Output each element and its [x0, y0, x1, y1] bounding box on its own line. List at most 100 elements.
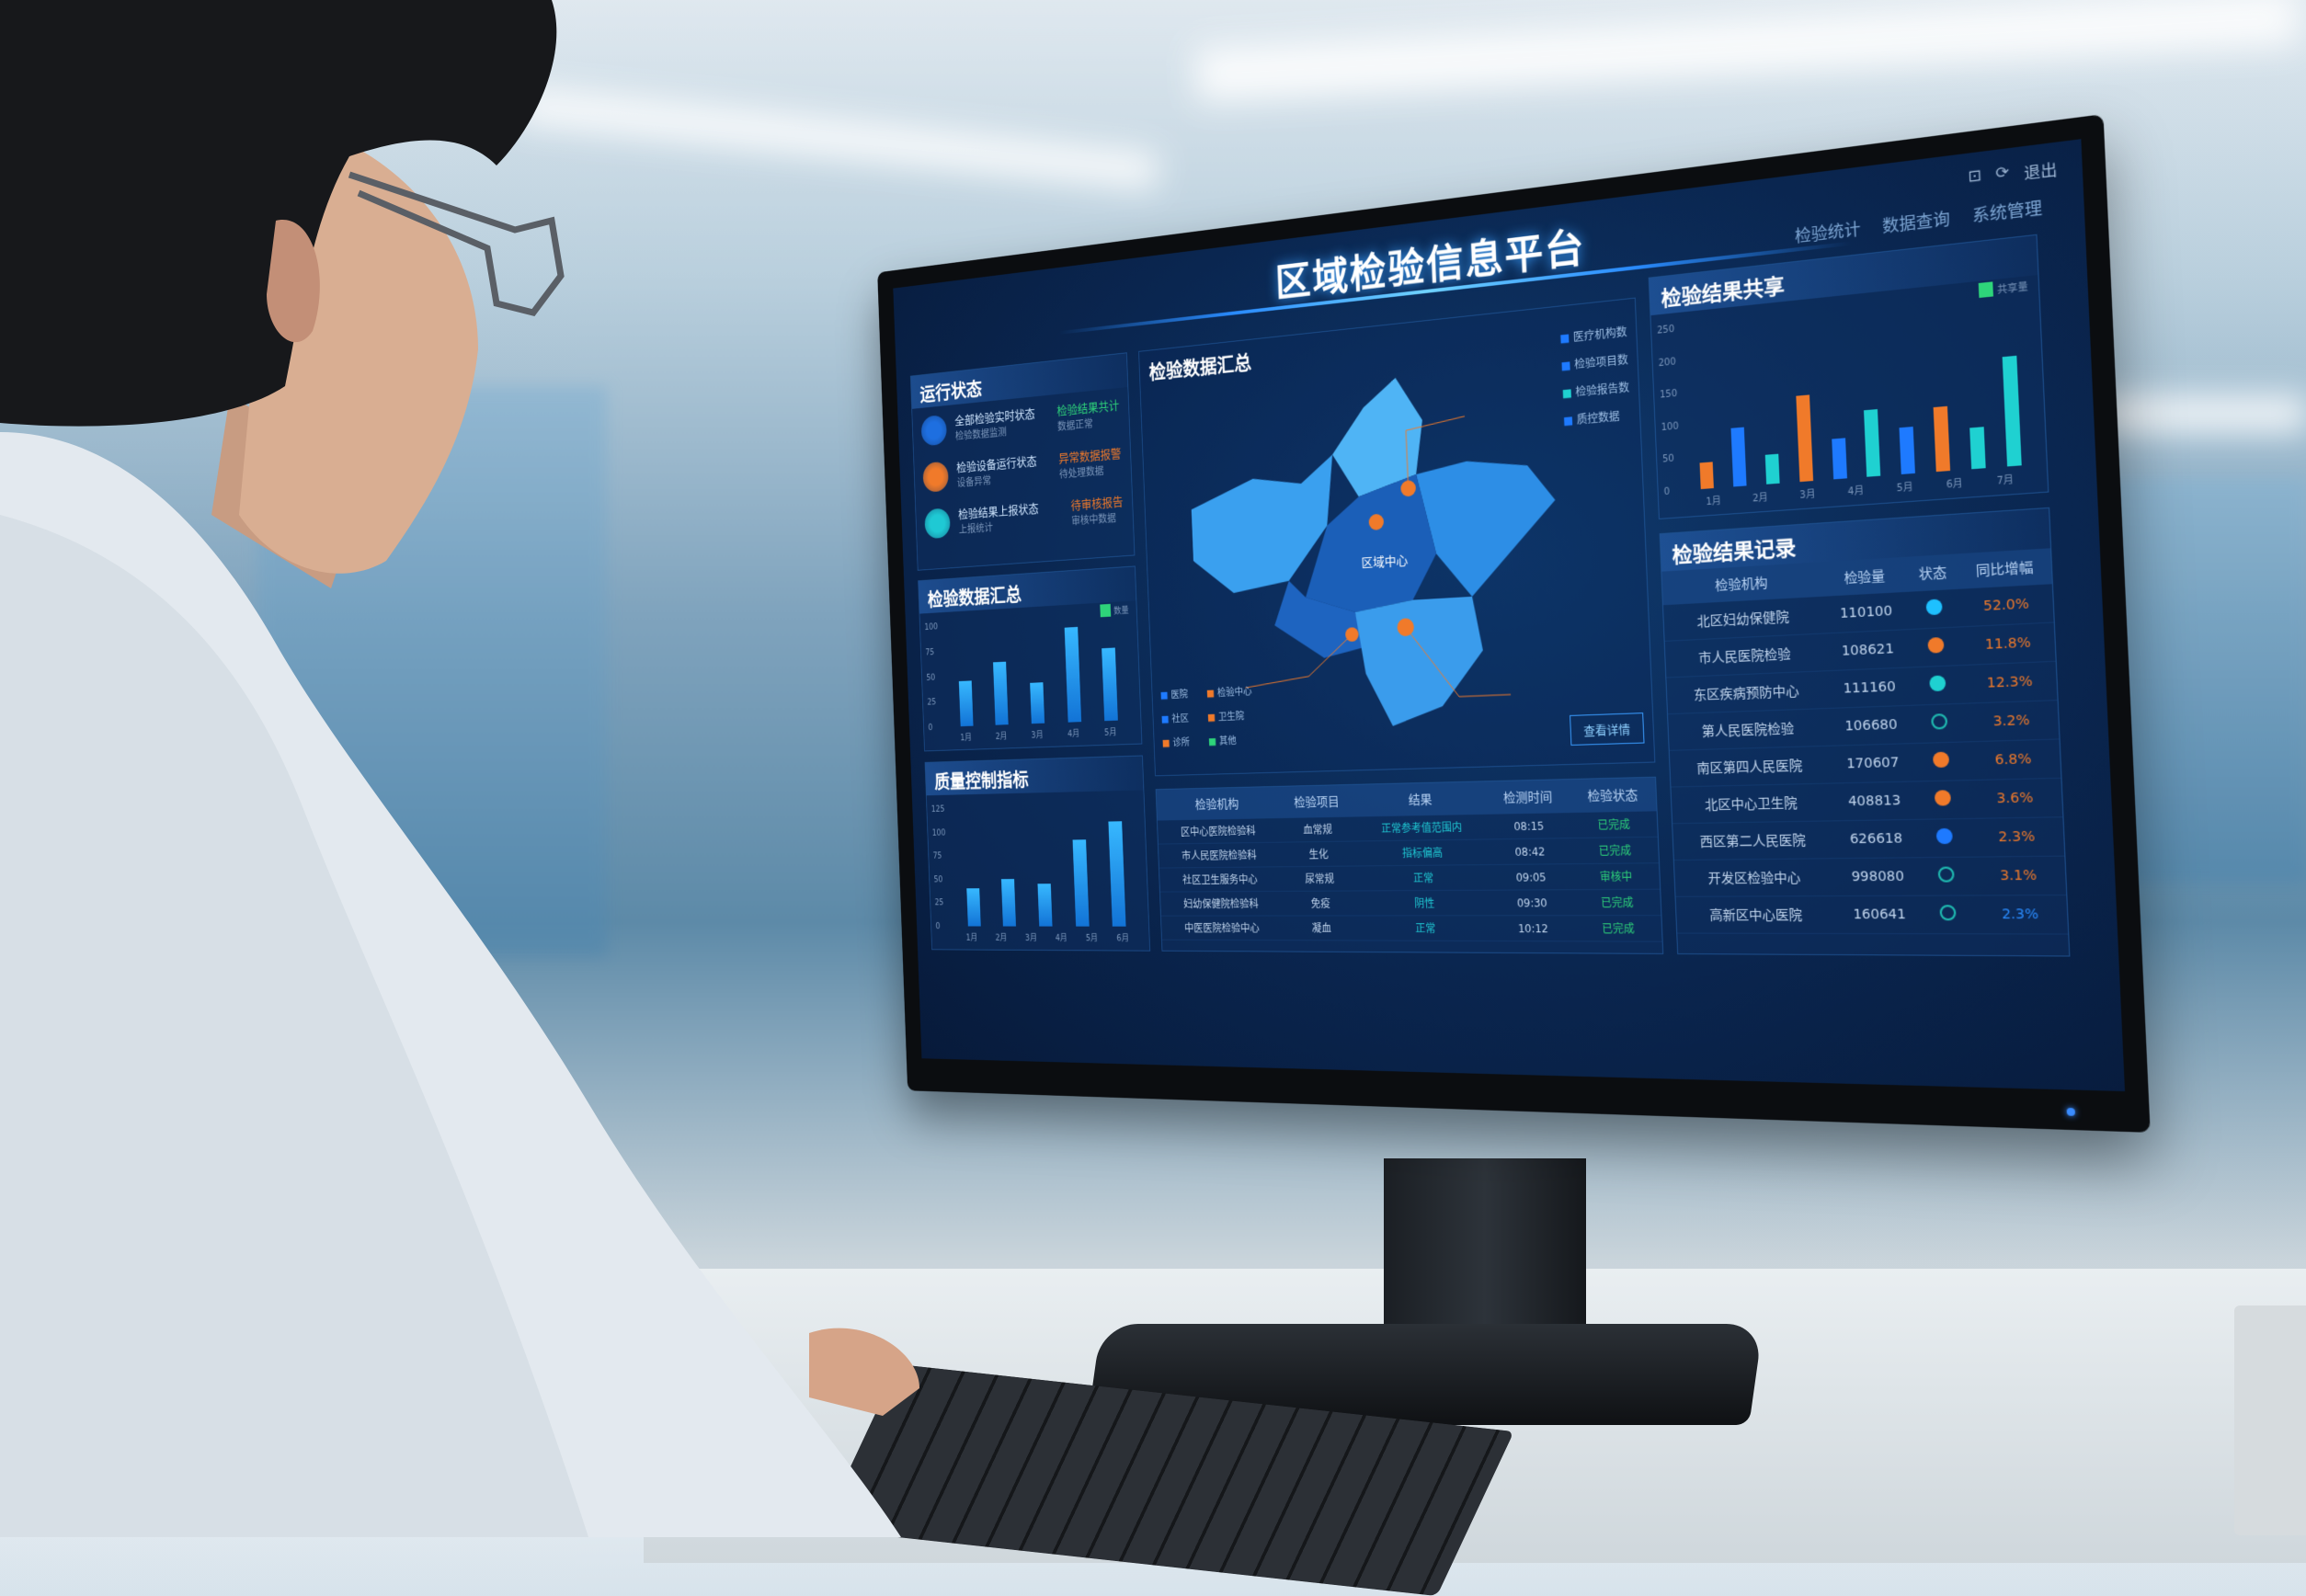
table-row[interactable]: 高新区中心医院 160641 2.3% — [1675, 895, 2069, 935]
column-header[interactable]: 检验量 — [1821, 556, 1909, 597]
map-region-west — [1189, 454, 1338, 596]
status-value-sub: 审核中数据 — [1071, 511, 1117, 528]
record-status — [1921, 895, 1975, 934]
record-delta: 2.3% — [1972, 895, 2069, 935]
inspection-table: 检验机构 检验项目 结果 检测时间 检验状态 区中心医院检验科 血常规 正常参考值范围内 08:… — [1156, 777, 1662, 942]
bar[interactable] — [1796, 394, 1813, 483]
map-center-label: 区域中心 — [1361, 553, 1409, 571]
status-dot-icon — [1927, 636, 1945, 654]
record-name: 开发区检验中心 — [1673, 858, 1836, 897]
table-cell: 阴性 — [1359, 890, 1491, 916]
y-tick-label: 50 — [1661, 453, 1675, 466]
bar[interactable] — [1037, 883, 1053, 927]
column-header[interactable]: 检测时间 — [1485, 780, 1570, 815]
table-cell: 08:42 — [1488, 838, 1573, 865]
bar[interactable] — [1030, 682, 1045, 724]
x-tick-label: 5月 — [1103, 727, 1117, 738]
table-cell: 正常 — [1360, 915, 1492, 941]
bar[interactable] — [1864, 408, 1881, 477]
table-cell: 已完成 — [1573, 889, 1661, 916]
dashboard-screen: 区域检验信息平台 ⊡ ⟳ 退出 检验统计 数据查询 系统管理 运行状态 全部检验… — [893, 139, 2126, 1092]
x-tick-label: 6月 — [1946, 478, 1964, 491]
y-tick-label: 250 — [1656, 324, 1675, 336]
record-count: 170607 — [1829, 743, 1917, 784]
table-cell: 市人民医院检验科 — [1158, 842, 1281, 869]
table-row[interactable]: 西区第二人民医院 626618 2.3% — [1672, 816, 2065, 861]
map-region-east — [1415, 453, 1559, 600]
map-region-center — [1301, 473, 1439, 615]
bar[interactable] — [1831, 438, 1847, 480]
status-dot-icon — [1925, 598, 1943, 616]
record-name: 高新区中心医院 — [1675, 895, 1838, 934]
records-panel: 检验结果记录 检验机构 检验量 状态 同比增幅 北区妇幼保健院 110100 52.0% 市人… — [1659, 507, 2071, 957]
status-dot-icon — [1932, 751, 1950, 769]
refresh-icon[interactable]: ⟳ — [1994, 162, 2010, 183]
column-header[interactable]: 检验状态 — [1569, 777, 1657, 814]
view-details-button[interactable]: 查看详情 — [1570, 712, 1645, 746]
table-cell: 社区卫生服务中心 — [1159, 866, 1282, 893]
record-status — [1914, 741, 1969, 781]
table-cell: 正常参考值范围内 — [1355, 814, 1489, 841]
record-delta: 52.0% — [1958, 584, 2054, 627]
table-cell: 中医医院检验中心 — [1160, 916, 1284, 940]
chart-legend: 数量 — [1100, 602, 1129, 618]
bar[interactable] — [1899, 426, 1916, 474]
table-row[interactable]: 中医医院检验中心 凝血 正常 10:12 已完成 — [1160, 915, 1662, 942]
chart-legend: 共享量 — [1978, 278, 2028, 299]
record-delta: 3.2% — [1964, 700, 2060, 742]
column-header[interactable]: 状态 — [1906, 553, 1959, 592]
table-cell: 凝血 — [1282, 915, 1362, 940]
record-delta: 2.3% — [1969, 816, 2065, 858]
record-status — [1910, 626, 1963, 667]
table-row[interactable]: 社区卫生服务中心 尿常规 正常 09:05 审核中 — [1159, 862, 1661, 893]
hair — [0, 0, 557, 427]
column-header[interactable]: 结果 — [1354, 781, 1488, 817]
record-status — [1908, 588, 1961, 630]
bar[interactable] — [1102, 647, 1119, 722]
table-row[interactable]: 妇幼保健院检验科 免疫 阴性 09:30 已完成 — [1159, 889, 1661, 917]
bar[interactable] — [1764, 453, 1780, 484]
bar[interactable] — [1969, 427, 1986, 470]
bar[interactable] — [1072, 839, 1090, 927]
table-cell: 妇幼保健院检验科 — [1159, 891, 1283, 917]
table-row[interactable]: 开发区检验中心 998080 3.1% — [1673, 856, 2067, 897]
x-tick-label: 5月 — [1085, 933, 1099, 944]
record-count: 110100 — [1822, 591, 1911, 634]
record-delta: 3.6% — [1968, 778, 2063, 819]
record-name: 北区中心卫生院 — [1671, 783, 1833, 824]
status-value: 检验结果共计 数据正常 — [1056, 396, 1120, 433]
record-status — [1911, 665, 1965, 706]
table-cell: 区中心医院检验科 — [1157, 818, 1280, 845]
table-cell: 09:05 — [1489, 863, 1574, 891]
map-region-north — [1330, 375, 1426, 499]
bar[interactable] — [2002, 356, 2022, 467]
logout-button[interactable]: 退出 — [2023, 160, 2058, 183]
table-cell: 免疫 — [1281, 890, 1361, 917]
bar[interactable] — [1064, 626, 1081, 723]
record-name: 东区疾病预防中心 — [1666, 670, 1828, 714]
region-map[interactable]: 区域中心 — [1141, 345, 1656, 769]
record-count: 626618 — [1832, 819, 1921, 859]
bar[interactable] — [1108, 821, 1126, 927]
fullscreen-icon[interactable]: ⊡ — [1967, 165, 1982, 187]
column-header[interactable]: 同比增幅 — [1957, 548, 2052, 589]
column-header[interactable]: 检验项目 — [1277, 784, 1356, 819]
table-cell: 10:12 — [1490, 915, 1576, 941]
hand — [809, 1328, 919, 1416]
bar[interactable] — [1730, 427, 1747, 487]
records-table: 检验机构 检验量 状态 同比增幅 北区妇幼保健院 110100 52.0% 市人民医院检验 10… — [1661, 548, 2069, 935]
bar[interactable] — [1699, 462, 1715, 490]
column-header[interactable]: 检验机构 — [1156, 786, 1279, 821]
x-tick-label: 4月 — [1067, 729, 1080, 739]
x-tick-label: 7月 — [1996, 474, 2015, 487]
bar-chart: 0 50 100 150 200 250 1月 2月 3月 4月 5月 6月 7月 共享量 — [1650, 275, 2048, 519]
table-cell: 生化 — [1279, 840, 1359, 867]
map-legend-right: ■ 医疗机构数 ■ 检验项目数 ■ 检验报告数 ■ 质控数据 — [1559, 325, 1630, 428]
status-dot-icon — [1939, 905, 1957, 921]
table-cell: 审核中 — [1572, 862, 1661, 890]
table-cell: 指标偏高 — [1357, 838, 1490, 866]
table-cell: 正常 — [1358, 864, 1490, 891]
bar[interactable] — [1933, 406, 1951, 473]
table-row[interactable]: 北区中心卫生院 408813 3.6% — [1671, 778, 2063, 824]
person-silhouette — [0, 0, 919, 1537]
